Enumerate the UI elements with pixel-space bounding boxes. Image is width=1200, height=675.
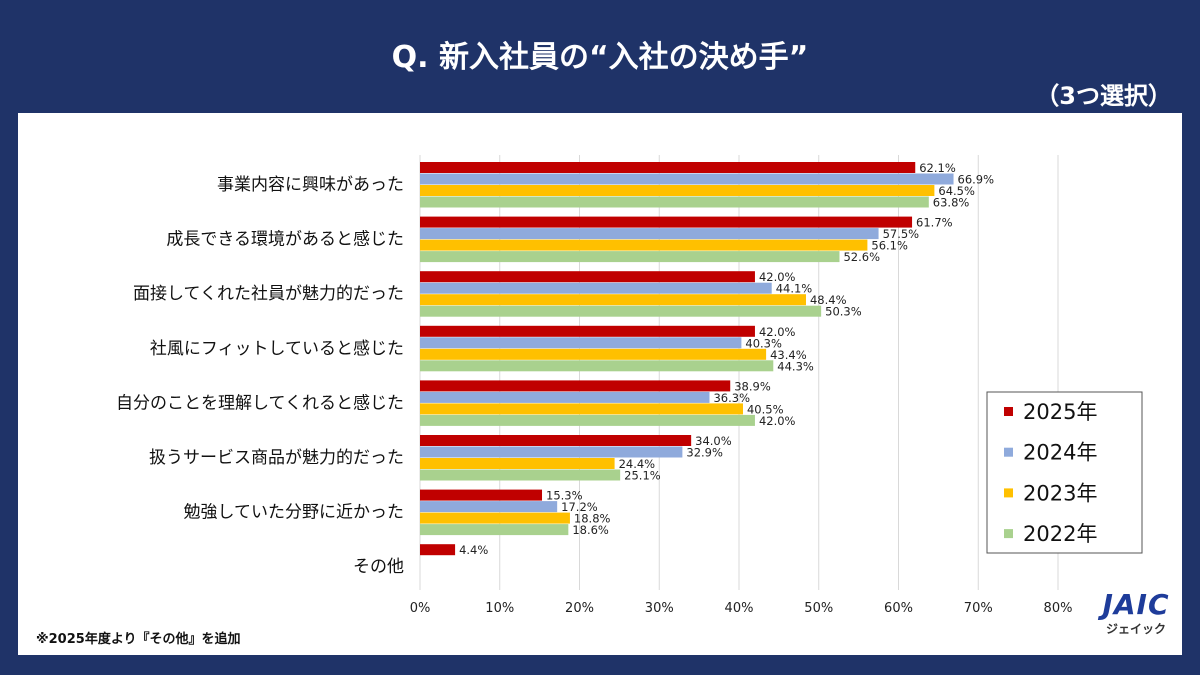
data-label: 38.9% [734,379,771,393]
data-label: 25.1% [624,469,661,483]
category-label: 面接してくれた社員が魅力的だった [133,284,404,304]
data-label: 44.3% [777,359,814,373]
bar-2025年 [420,325,755,337]
bar-2024年 [420,282,772,294]
legend-label: 2023年 [1023,481,1097,505]
bar-2025年 [420,544,456,556]
bar-2023年 [420,403,743,415]
x-tick-label: 50% [804,601,833,616]
bar-2025年 [420,271,755,283]
bar-2023年 [420,512,570,524]
bar-2022年 [420,524,569,536]
bar-2025年 [420,162,916,173]
bar-2024年 [420,337,742,349]
bar-2023年 [420,348,767,360]
legend-box [986,391,1143,554]
legend-swatch [1004,447,1013,457]
x-tick-label: 40% [725,601,754,616]
bar-2023年 [420,185,935,196]
data-label: 34.0% [695,434,732,448]
data-label: 18.6% [572,523,609,537]
data-label: 15.3% [546,489,583,503]
bar-2023年 [420,294,806,306]
x-tick-label: 70% [964,601,993,616]
bar-2024年 [420,501,558,513]
data-label: 40.3% [745,336,782,350]
bar-2024年 [420,391,710,403]
bar-2022年 [420,360,774,372]
page-title: Q. 新入社員の“入社の決め手” [391,40,809,75]
jaic-logo: JAIC ジェイック [1094,590,1178,637]
bar-2023年 [420,458,615,469]
bar-2022年 [420,251,840,263]
category-label: その他 [353,557,404,577]
bar-2024年 [420,228,879,240]
data-label: 4.4% [459,543,488,557]
data-label: 66.9% [958,173,995,187]
bar-2024年 [420,173,954,185]
data-label: 32.9% [686,446,723,460]
category-label: 扱うサービス商品が魅力的だった [149,448,404,468]
bar-2023年 [420,239,868,251]
data-label: 61.7% [916,216,953,230]
legend-swatch [1004,407,1013,416]
data-label: 64.5% [938,184,975,198]
bar-2022年 [420,414,755,426]
data-label: 63.8% [933,196,970,210]
x-tick-label: 80% [1044,601,1073,616]
data-label: 36.3% [713,391,750,405]
legend-swatch [1004,488,1013,498]
legend-swatch [1004,529,1013,539]
data-label: 52.6% [843,250,880,264]
data-label: 62.1% [919,161,956,175]
logo-kana: ジェイック [1105,622,1166,636]
bar-2025年 [420,435,692,446]
x-tick-label: 30% [645,601,674,616]
page-subtitle: （3つ選択） [1035,82,1172,110]
data-label: 42.0% [759,325,796,339]
data-label: 17.2% [561,500,598,514]
category-label: 自分のことを理解してくれると感じた [116,393,404,413]
legend-label: 2024年 [1023,441,1097,465]
bar-2022年 [420,196,929,208]
category-label: 成長できる環境があると感じた [166,230,404,250]
data-label: 42.0% [759,414,796,428]
data-label: 42.0% [759,270,796,284]
data-label: 50.3% [825,305,862,319]
data-label: 48.4% [810,293,847,307]
data-label: 44.1% [776,282,813,296]
data-label: 18.8% [574,512,611,526]
logo-mark: JAIC [1102,588,1170,621]
x-tick-label: 60% [884,601,913,616]
data-label: 43.4% [770,348,807,362]
bar-2025年 [420,489,543,501]
data-label: 40.5% [747,402,784,416]
x-tick-label: 10% [485,601,514,616]
x-tick-label: 0% [410,601,431,616]
category-label: 勉強していた分野に近かった [184,503,405,523]
bar-2025年 [420,380,731,392]
category-label: 事業内容に興味があった [217,175,404,195]
bar-2024年 [420,446,683,458]
footnote: ※2025年度より『その他』を追加 [36,632,241,647]
legend-label: 2025年 [1023,400,1097,424]
data-label: 24.4% [619,457,656,471]
legend-label: 2022年 [1023,522,1097,546]
bar-2025年 [420,216,913,228]
x-tick-label: 20% [565,601,594,616]
bar-2022年 [420,469,621,481]
bar-2022年 [420,305,822,317]
data-label: 57.5% [883,227,920,241]
data-label: 56.1% [871,239,908,253]
category-label: 社風にフィットしていると感じた [150,339,404,359]
